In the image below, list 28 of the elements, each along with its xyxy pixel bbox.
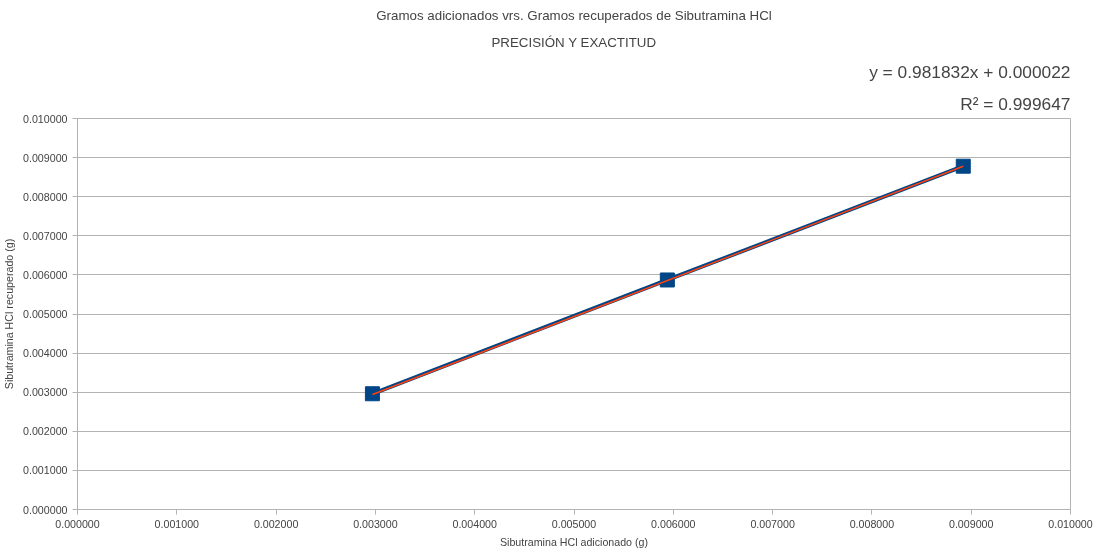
- y-tick-label: 0.000000: [23, 503, 68, 516]
- text: y = 0.981832x + 0.000022: [869, 61, 1071, 82]
- chart-subtitle: PRECISIÓN Y EXACTITUD: [491, 34, 657, 50]
- y-tick-label: 0.004000: [23, 347, 68, 360]
- y-tick-label: 0.006000: [23, 268, 68, 281]
- x-tick-label: 0.001000: [154, 517, 200, 530]
- y-tick-label: 0.009000: [23, 151, 68, 164]
- y-tick-label: 0.007000: [23, 229, 68, 242]
- y-tick-label: 0.008000: [23, 190, 68, 203]
- chart-title: Gramos adicionados vrs. Gramos recuperados de Sibutramina HCl: [376, 7, 772, 23]
- x-tick-label: 0.010000: [1048, 517, 1093, 530]
- x-tick-label: 0.009000: [948, 517, 994, 530]
- text: R² = 0.999647: [960, 93, 1071, 114]
- x-tick-label: 0.000000: [55, 517, 100, 530]
- y-axis-title: Sibutramina HCl recuperado (g): [3, 238, 16, 390]
- x-tick-label: 0.002000: [253, 517, 299, 530]
- x-tick-label: 0.007000: [750, 517, 795, 530]
- x-tick-label: 0.004000: [452, 517, 497, 530]
- y-tick-label: 0.010000: [23, 112, 68, 125]
- y-tick-label: 0.001000: [23, 464, 68, 477]
- x-tick-label: 0.005000: [551, 517, 597, 530]
- x-tick-label: 0.003000: [353, 517, 398, 530]
- x-axis-title: Sibutramina HCl adicionado (g): [499, 535, 649, 548]
- y-tick-label: 0.002000: [23, 425, 68, 438]
- y-tick-label: 0.005000: [23, 308, 68, 320]
- x-tick-label: 0.006000: [651, 517, 696, 530]
- x-tick-label: 0.008000: [849, 517, 895, 530]
- y-tick-label: 0.003000: [23, 386, 68, 399]
